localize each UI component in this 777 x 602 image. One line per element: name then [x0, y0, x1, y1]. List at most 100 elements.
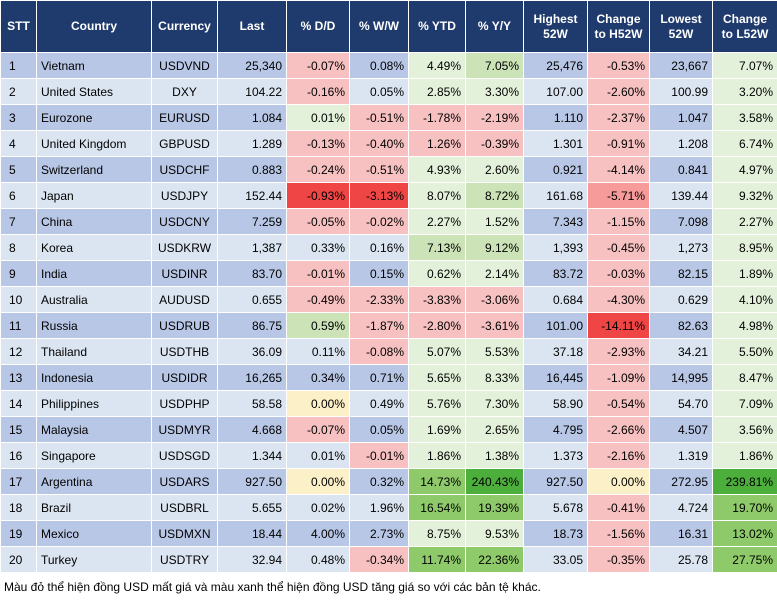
cell-change-h52w: -1.09% [587, 364, 650, 391]
cell-ytd: 7.13% [408, 234, 466, 261]
table-row[interactable]: 12 Thailand USDTHB 36.09 0.11% -0.08% 5.07% 5.5… [0, 338, 777, 365]
table-row[interactable]: 18 Brazil USDBRL 5.655 0.02% 1.96% 16.54% 19.39… [0, 494, 777, 521]
cell-ww: 2.73% [349, 520, 409, 547]
table-row[interactable]: 3 Eurozone EURUSD 1.084 0.01% -0.51% -1.78% -2.… [0, 104, 777, 131]
cell-currency: AUDUSD [151, 286, 218, 313]
table-row[interactable]: 9 India USDINR 83.70 -0.01% 0.15% 0.62% 2.14% 83… [0, 260, 777, 287]
table-row[interactable]: 19 Mexico USDMXN 18.44 4.00% 2.73% 8.75% 9.53% 1… [0, 520, 777, 547]
cell-change-l52w: 8.95% [712, 234, 777, 261]
cell-ytd: 5.65% [408, 364, 466, 391]
header-low52w[interactable]: Lowest 52W [649, 0, 713, 53]
cell-change-l52w: 1.89% [712, 260, 777, 287]
cell-country: Russia [36, 312, 152, 339]
table-row[interactable]: 4 United Kingdom GBPUSD 1.289 -0.13% -0.40% 1.… [0, 130, 777, 157]
cell-change-h52w: -0.41% [587, 494, 650, 521]
header-change-h52w[interactable]: Change to H52W [587, 0, 650, 53]
cell-low52w: 4.507 [649, 416, 713, 443]
table-row[interactable]: 11 Russia USDRUB 86.75 0.59% -1.87% -2.80% -3.6… [0, 312, 777, 339]
cell-country: Japan [36, 182, 152, 209]
cell-high52w: 16,445 [523, 364, 588, 391]
cell-dd: -0.49% [286, 286, 350, 313]
cell-ww: -0.34% [349, 546, 409, 573]
header-yy[interactable]: % Y/Y [465, 0, 524, 53]
cell-stt: 5 [0, 156, 37, 183]
cell-high52w: 4.795 [523, 416, 588, 443]
cell-yy: 22.36% [465, 546, 524, 573]
cell-change-h52w: -5.71% [587, 182, 650, 209]
table-body: 1 Vietnam USDVND 25,340 -0.07% 0.08% 4.49% 7.05… [0, 52, 777, 573]
cell-country: India [36, 260, 152, 287]
cell-stt: 8 [0, 234, 37, 261]
table-row[interactable]: 6 Japan USDJPY 152.44 -0.93% -3.13% 8.07% 8.72%… [0, 182, 777, 209]
header-ytd[interactable]: % YTD [408, 0, 466, 53]
cell-dd: 0.34% [286, 364, 350, 391]
table-row[interactable]: 10 Australia AUDUSD 0.655 -0.49% -2.33% -3.83%… [0, 286, 777, 313]
cell-low52w: 14,995 [649, 364, 713, 391]
header-change-l52w[interactable]: Change to L52W [712, 0, 777, 53]
cell-change-l52w: 3.20% [712, 78, 777, 105]
table-row[interactable]: 14 Philippines USDPHP 58.58 0.00% 0.49% 5.76% 7… [0, 390, 777, 417]
cell-change-h52w: -2.93% [587, 338, 650, 365]
cell-currency: USDKRW [151, 234, 218, 261]
table-row[interactable]: 16 Singapore USDSGD 1.344 0.01% -0.01% 1.86% 1.… [0, 442, 777, 469]
cell-dd: 0.00% [286, 390, 350, 417]
cell-low52w: 16.31 [649, 520, 713, 547]
cell-currency: USDPHP [151, 390, 218, 417]
table-row[interactable]: 8 Korea USDKRW 1,387 0.33% 0.16% 7.13% 9.12% 1,3… [0, 234, 777, 261]
cell-ww: -0.08% [349, 338, 409, 365]
cell-country: Eurozone [36, 104, 152, 131]
cell-dd: 0.11% [286, 338, 350, 365]
cell-dd: 0.48% [286, 546, 350, 573]
cell-dd: -0.24% [286, 156, 350, 183]
table-row[interactable]: 2 United States DXY 104.22 -0.16% 0.05% 2.85% 3… [0, 78, 777, 105]
cell-ww: 1.96% [349, 494, 409, 521]
cell-country: Mexico [36, 520, 152, 547]
cell-ytd: 5.07% [408, 338, 466, 365]
cell-change-l52w: 13.02% [712, 520, 777, 547]
cell-high52w: 83.72 [523, 260, 588, 287]
cell-stt: 16 [0, 442, 37, 469]
header-last[interactable]: Last [217, 0, 287, 53]
cell-change-l52w: 4.97% [712, 156, 777, 183]
cell-ww: -0.40% [349, 130, 409, 157]
table-row[interactable]: 20 Turkey USDTRY 32.94 0.48% -0.34% 11.74% 22.3… [0, 546, 777, 573]
cell-yy: 1.38% [465, 442, 524, 469]
cell-change-h52w: 0.00% [587, 468, 650, 495]
header-high52w[interactable]: Highest 52W [523, 0, 588, 53]
cell-stt: 6 [0, 182, 37, 209]
cell-change-h52w: -0.53% [587, 52, 650, 79]
table-row[interactable]: 5 Switzerland USDCHF 0.883 -0.24% -0.51% 4.93%… [0, 156, 777, 183]
table-row[interactable]: 15 Malaysia USDMYR 4.668 -0.07% 0.05% 1.69% 2.6… [0, 416, 777, 443]
header-country[interactable]: Country [36, 0, 152, 53]
cell-currency: USDBRL [151, 494, 218, 521]
cell-change-h52w: -0.54% [587, 390, 650, 417]
cell-ytd: 4.49% [408, 52, 466, 79]
header-ww[interactable]: % W/W [349, 0, 409, 53]
cell-last: 5.655 [217, 494, 287, 521]
cell-change-h52w: -2.66% [587, 416, 650, 443]
header-dd[interactable]: % D/D [286, 0, 350, 53]
cell-last: 0.655 [217, 286, 287, 313]
table-row[interactable]: 7 China USDCNY 7.259 -0.05% -0.02% 2.27% 1.52% 7… [0, 208, 777, 235]
table-row[interactable]: 17 Argentina USDARS 927.50 0.00% 0.32% 14.73% 2… [0, 468, 777, 495]
cell-ww: 0.16% [349, 234, 409, 261]
table-row[interactable]: 1 Vietnam USDVND 25,340 -0.07% 0.08% 4.49% 7.05… [0, 52, 777, 79]
cell-stt: 18 [0, 494, 37, 521]
table-row[interactable]: 13 Indonesia USDIDR 16,265 0.34% 0.71% 5.65% 8.… [0, 364, 777, 391]
cell-last: 58.58 [217, 390, 287, 417]
cell-change-h52w: -2.60% [587, 78, 650, 105]
cell-low52w: 34.21 [649, 338, 713, 365]
cell-currency: USDMYR [151, 416, 218, 443]
header-currency[interactable]: Currency [151, 0, 218, 53]
cell-stt: 17 [0, 468, 37, 495]
cell-yy: -3.06% [465, 286, 524, 313]
cell-currency: EURUSD [151, 104, 218, 131]
cell-ytd: 1.86% [408, 442, 466, 469]
cell-dd: -0.13% [286, 130, 350, 157]
cell-dd: 0.59% [286, 312, 350, 339]
cell-country: Malaysia [36, 416, 152, 443]
cell-last: 1.289 [217, 130, 287, 157]
cell-stt: 12 [0, 338, 37, 365]
cell-ytd: 2.85% [408, 78, 466, 105]
header-stt[interactable]: STT [0, 0, 37, 53]
